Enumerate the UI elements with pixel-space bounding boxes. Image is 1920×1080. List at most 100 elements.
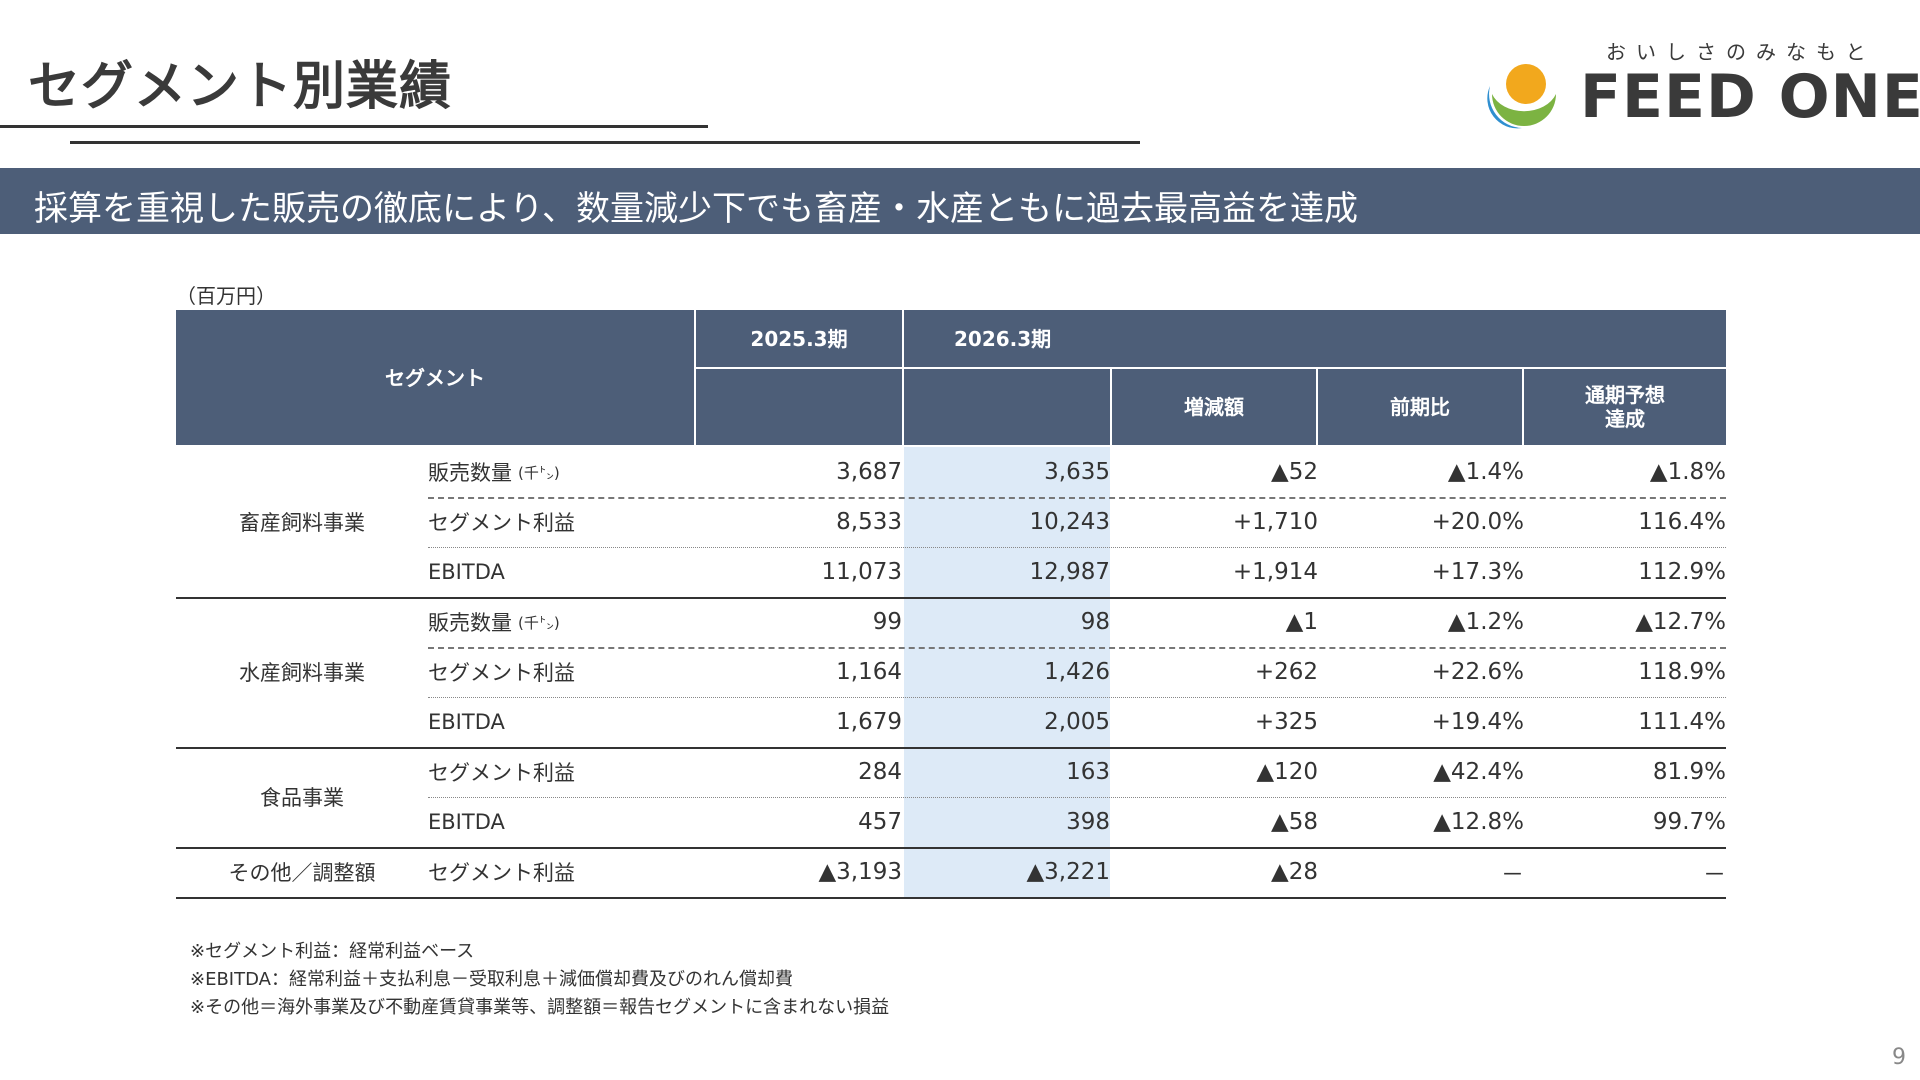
value-fy2025: 1,679 <box>836 709 902 735</box>
row-item-label: 販売数量 (千㌧) <box>428 597 688 647</box>
segment-aqua: 水産飼料事業 <box>239 661 365 685</box>
value-fy2026: 398 <box>1066 809 1110 835</box>
table-row: セグメント利益 284 163 ▲120 ▲42.4% 81.9% <box>176 747 1726 797</box>
value-yoy: +22.6% <box>1431 659 1524 685</box>
value-fy2026: 2,005 <box>1044 709 1110 735</box>
header-fy2026-extra <box>1522 310 1726 367</box>
table-row: 販売数量 (千㌧) 99 98 ▲1 ▲1.2% ▲12.7% <box>176 597 1726 647</box>
value-fy2026: 12,987 <box>1029 559 1110 585</box>
row-item-text: セグメント利益 <box>428 511 575 535</box>
segment-divider <box>176 597 1726 599</box>
footnote: ※セグメント利益：経常利益ベース <box>190 941 475 962</box>
row-item-text: 販売数量 <box>428 611 512 635</box>
row-divider <box>428 647 1726 649</box>
value-fy2026: 98 <box>1080 609 1110 635</box>
value-change: ▲52 <box>1271 459 1318 485</box>
value-forecast: 111.4% <box>1638 709 1726 735</box>
value-fy2025: 8,533 <box>836 509 902 535</box>
footnote: ※その他＝海外事業及び不動産賃貸事業等、調整額＝報告セグメントに含まれない損益 <box>190 997 890 1018</box>
value-fy2025: 1,164 <box>836 659 902 685</box>
table-row: セグメント利益 1,164 1,426 +262 +22.6% 118.9% <box>176 647 1726 697</box>
table-row: セグメント利益 ▲3,193 ▲3,221 ▲28 － － <box>176 847 1726 897</box>
segment-food: 食品事業 <box>260 786 344 810</box>
row-divider <box>428 547 1726 548</box>
table-row: EBITDA 457 398 ▲58 ▲12.8% 99.7% <box>176 797 1726 847</box>
segment-livestock: 畜産飼料事業 <box>239 511 365 535</box>
value-yoy: ▲1.2% <box>1447 609 1524 635</box>
value-fy2025: 99 <box>872 609 902 635</box>
row-item-label: EBITDA <box>428 697 688 747</box>
value-forecast: 81.9% <box>1652 759 1726 785</box>
value-yoy: ▲1.4% <box>1447 459 1524 485</box>
logo-tagline: おいしさのみなもと <box>1606 40 1876 64</box>
value-change: ▲120 <box>1256 759 1318 785</box>
value-change: +1,710 <box>1232 509 1318 535</box>
unit-label: （百万円） <box>176 284 276 308</box>
header-forecast: 通期予想 達成 <box>1524 369 1726 445</box>
segment-divider <box>176 747 1726 749</box>
row-item-label: セグメント利益 <box>428 747 688 797</box>
logo-mark-icon <box>1487 64 1556 129</box>
table-row: 販売数量 (千㌧) 3,687 3,635 ▲52 ▲1.4% ▲1.8% <box>176 447 1726 497</box>
value-change: +262 <box>1254 659 1318 685</box>
row-item-label: セグメント利益 <box>428 847 688 897</box>
row-item-text: セグメント利益 <box>428 761 575 785</box>
title-underline-secondary <box>70 141 1140 144</box>
row-divider <box>428 497 1726 499</box>
value-change: ▲1 <box>1285 609 1318 635</box>
row-item-label: EBITDA <box>428 797 688 847</box>
value-forecast: 118.9% <box>1638 659 1726 685</box>
value-change: +325 <box>1254 709 1318 735</box>
value-fy2026: ▲3,221 <box>1026 859 1110 885</box>
footnote: ※EBITDA：経常利益＋支払利息－受取利息＋減価償却費及びのれん償却費 <box>190 969 793 990</box>
value-yoy: － <box>1501 862 1524 888</box>
table-row: EBITDA 1,679 2,005 +325 +19.4% 111.4% <box>176 697 1726 747</box>
value-yoy: ▲12.8% <box>1433 809 1524 835</box>
value-fy2025: ▲3,193 <box>818 859 902 885</box>
current-period-highlight <box>904 447 1110 899</box>
value-fy2025: 3,687 <box>836 459 902 485</box>
title-underline <box>0 125 708 128</box>
value-yoy: +20.0% <box>1431 509 1524 535</box>
table-row: EBITDA 11,073 12,987 +1,914 +17.3% 112.9% <box>176 547 1726 597</box>
value-fy2026: 10,243 <box>1029 509 1110 535</box>
value-fy2026: 163 <box>1066 759 1110 785</box>
value-fy2025: 11,073 <box>821 559 902 585</box>
row-item-text: 販売数量 <box>428 461 512 485</box>
header-fy2026-sub <box>904 369 1110 445</box>
row-item-text: EBITDA <box>428 810 505 834</box>
value-forecast: ▲1.8% <box>1649 459 1726 485</box>
value-fy2026: 1,426 <box>1044 659 1110 685</box>
row-item-unit: (千㌧) <box>518 463 560 482</box>
table-bottom-border <box>176 897 1726 899</box>
row-item-label: EBITDA <box>428 547 688 597</box>
table-row: セグメント利益 8,533 10,243 +1,710 +20.0% 116.4% <box>176 497 1726 547</box>
value-change: +1,914 <box>1232 559 1318 585</box>
segment-other: その他／調整額 <box>228 861 376 885</box>
value-forecast: 116.4% <box>1638 509 1726 535</box>
header-fy2025-sub <box>696 369 902 445</box>
row-item-text: EBITDA <box>428 560 505 584</box>
value-yoy: +17.3% <box>1431 559 1524 585</box>
value-forecast: 99.7% <box>1652 809 1726 835</box>
value-fy2025: 284 <box>858 759 902 785</box>
banner-text: 採算を重視した販売の徹底により、数量減少下でも畜産・水産ともに過去最高益を達成 <box>34 189 1358 229</box>
row-item-unit: (千㌧) <box>518 613 560 632</box>
page-title: セグメント別業績 <box>28 57 453 117</box>
value-yoy: +19.4% <box>1431 709 1524 735</box>
logo-wordmark: FEED ONE <box>1580 62 1920 132</box>
header-fy2025: 2025.3期 <box>696 310 902 367</box>
value-forecast: 112.9% <box>1638 559 1726 585</box>
value-yoy: ▲42.4% <box>1433 759 1524 785</box>
page-number: 9 <box>1892 1045 1906 1070</box>
value-fy2025: 457 <box>858 809 902 835</box>
value-fy2026: 3,635 <box>1044 459 1110 485</box>
row-divider <box>428 697 1726 698</box>
header-change: 増減額 <box>1112 369 1316 445</box>
value-forecast: － <box>1703 862 1726 888</box>
value-change: ▲28 <box>1271 859 1318 885</box>
value-forecast: ▲12.7% <box>1635 609 1726 635</box>
footnotes: ※セグメント利益：経常利益ベース ※EBITDA：経常利益＋支払利息－受取利息＋… <box>190 938 889 1022</box>
row-divider <box>428 797 1726 798</box>
value-change: ▲58 <box>1271 809 1318 835</box>
